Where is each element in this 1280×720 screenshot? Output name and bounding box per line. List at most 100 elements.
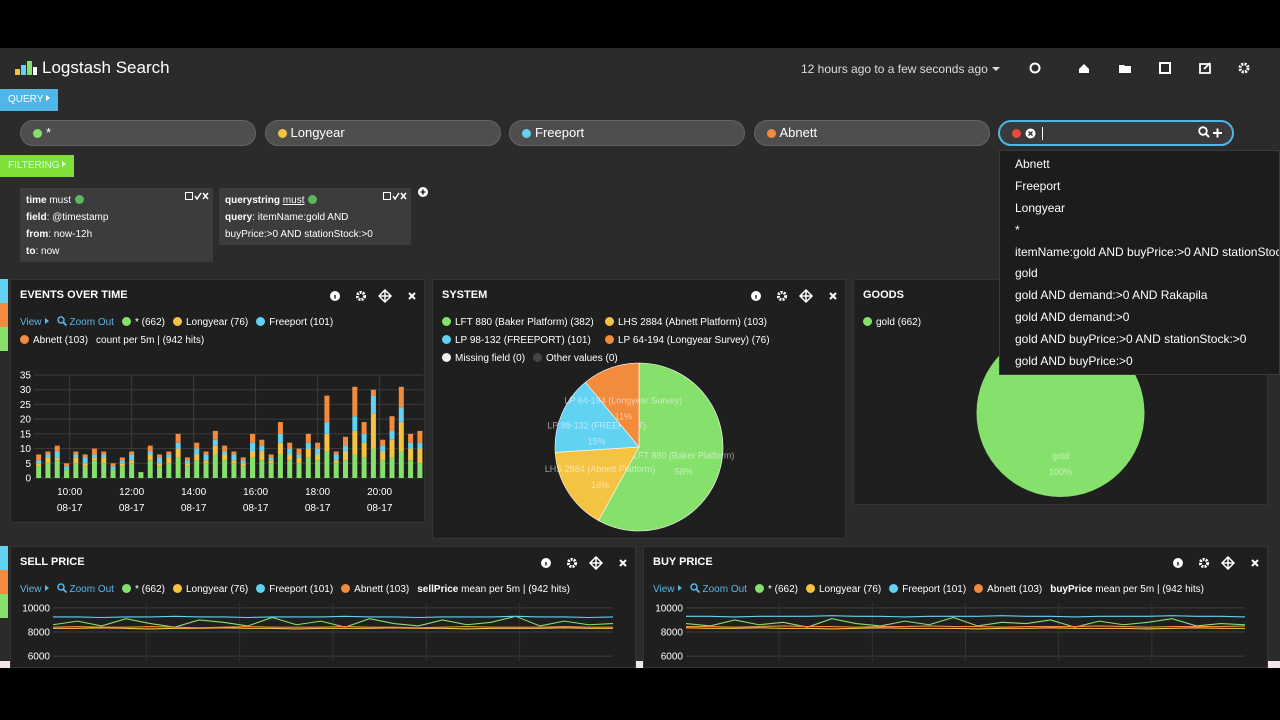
legend-label: Freeport (101) [902,584,967,595]
panel-actions[interactable] [537,556,636,570]
legend-item[interactable]: * (662) [121,581,165,599]
legend-item[interactable]: Abnett (103) [20,332,88,350]
view-menu[interactable]: View [653,581,682,599]
zoom-out[interactable]: Zoom Out [56,314,114,332]
legend-item[interactable]: Abnett (103) [974,581,1042,599]
bar-segment [91,460,97,478]
legend-item[interactable]: Longyear (76) [805,581,881,599]
legend-item[interactable]: gold (662) [863,314,1018,332]
legend-item[interactable]: LFT 880 (Baker Platform) (382) [442,314,597,332]
bar-segment [268,463,274,478]
view-menu[interactable]: View [20,581,49,599]
query-tab-label[interactable]: QUERY [8,94,44,105]
new-query-input[interactable] [998,120,1234,146]
legend-item[interactable]: Longyear (76) [172,581,248,599]
settings-icon[interactable] [1238,62,1250,74]
query-tab[interactable]: QUERY [0,89,59,111]
slice-label: LP 98-132 (FREEPORT) [547,421,646,431]
suggestion[interactable]: itemName:gold AND buyPrice:>0 AND statio… [1015,244,1280,259]
chart: 0 5 10 15 20 25 30 35 10:00 08-17 12:00 08-17 14:00 0… [20,371,423,514]
view-label[interactable]: View [20,584,42,595]
zoom-out[interactable]: Zoom Out [56,581,114,599]
panel-actions[interactable] [747,289,846,303]
bar-segment [287,442,293,449]
zoom-label[interactable]: Zoom Out [69,584,114,595]
move-icon [1220,556,1236,570]
view-label[interactable]: View [653,584,675,595]
query-input[interactable]: Freeport [509,120,745,146]
timespan[interactable]: 12 hours ago to a few seconds ago [801,62,1000,76]
timespan-text[interactable]: 12 hours ago to a few seconds ago [801,62,988,76]
legend-swatch [172,317,182,326]
zoom-icon [56,316,67,327]
clear-icon[interactable] [1025,128,1036,139]
legend-item[interactable]: Freeport (101) [256,314,333,332]
filtering-tab-label[interactable]: FILTERING [8,160,60,171]
suggestion[interactable]: gold AND buyPrice:>0 [1015,354,1133,369]
panel-actions[interactable] [1169,556,1268,570]
legend-item[interactable]: Freeport (101) [256,581,333,599]
toggle-icon [392,192,400,201]
query-input[interactable]: Abnett [753,120,990,146]
toolbar-icons[interactable] [1025,58,1255,78]
search-add-icon[interactable] [1198,126,1224,140]
view-menu[interactable]: View [20,314,49,332]
bar-segment [389,416,395,431]
bar-segment [231,454,237,461]
remove-icon [202,192,209,200]
suggestion[interactable]: gold AND buyPrice:>0 AND stationStock:>0 [1015,332,1247,347]
panel-actions[interactable] [326,289,425,303]
legend-item[interactable]: LHS 2884 (Abnett Platform) (103) [605,314,767,332]
legend-item[interactable]: Longyear (76) [172,314,248,332]
save-icon[interactable] [1159,62,1171,74]
legend-item[interactable]: * (662) [121,314,165,332]
panel: EVENTS OVER TIME 0 5 10 15 20 25 30 35 10:00 08-17… [10,279,425,523]
query-text[interactable]: Freeport [535,125,585,140]
filter-actions[interactable] [185,192,209,201]
bar-segment [398,407,404,423]
bar-segment [333,463,339,478]
bar-segment [240,457,246,461]
suggestion[interactable]: Longyear [1015,200,1066,215]
bar-segment [184,463,190,467]
legend-swatch [341,584,351,593]
suggestion[interactable]: gold [1015,266,1038,281]
zoom-out[interactable]: Zoom Out [689,581,747,599]
filter-actions[interactable] [383,192,407,201]
bar-segment [333,454,339,461]
query-text[interactable]: Longyear [290,125,345,140]
legend-item[interactable]: LP 98-132 (FREEPORT) (101) [442,332,597,350]
open-icon[interactable] [1119,65,1131,73]
legend-item[interactable]: Missing field (0) [442,350,525,368]
settings-icon [566,557,578,569]
legend-label: gold (662) [876,317,922,328]
legend-item[interactable]: Freeport (101) [889,581,966,599]
home-icon[interactable] [1079,64,1089,73]
legend-item[interactable]: LP 64-194 (Longyear Survey) (76) [605,332,770,350]
y-tick-label: 15 [20,429,32,440]
bar-segment [147,454,153,461]
zoom-label[interactable]: Zoom Out [702,584,747,595]
zoom-label[interactable]: Zoom Out [69,317,114,328]
query-text[interactable]: * [46,125,52,140]
slice-value-label: 16% [591,480,609,490]
add-filter[interactable] [417,186,429,198]
suggestion[interactable]: Abnett [1015,157,1050,171]
query-input[interactable]: * [20,120,256,146]
bar-segment [296,448,302,455]
x-tick-label: 18:00 [305,487,330,498]
legend-item[interactable]: * (662) [754,581,798,599]
suggestion[interactable]: gold AND demand:>0 AND Rakapila [1015,288,1208,303]
legend-label: LHS 2884 (Abnett Platform) (103) [618,317,767,328]
suggestion[interactable]: Freeport [1015,178,1061,193]
suggestion[interactable]: gold AND demand:>0 [1015,310,1130,325]
query-input[interactable]: Longyear [264,120,501,146]
share-icon[interactable] [1199,62,1211,74]
suggestion[interactable]: * [1015,222,1020,237]
legend-item[interactable]: Abnett (103) [341,581,409,599]
filtering-tab[interactable]: FILTERING [0,155,75,177]
query-text[interactable]: Abnett [779,125,818,140]
refresh-icon[interactable] [1029,62,1041,74]
legend-item[interactable]: Other values (0) [533,350,618,368]
view-label[interactable]: View [20,317,42,328]
